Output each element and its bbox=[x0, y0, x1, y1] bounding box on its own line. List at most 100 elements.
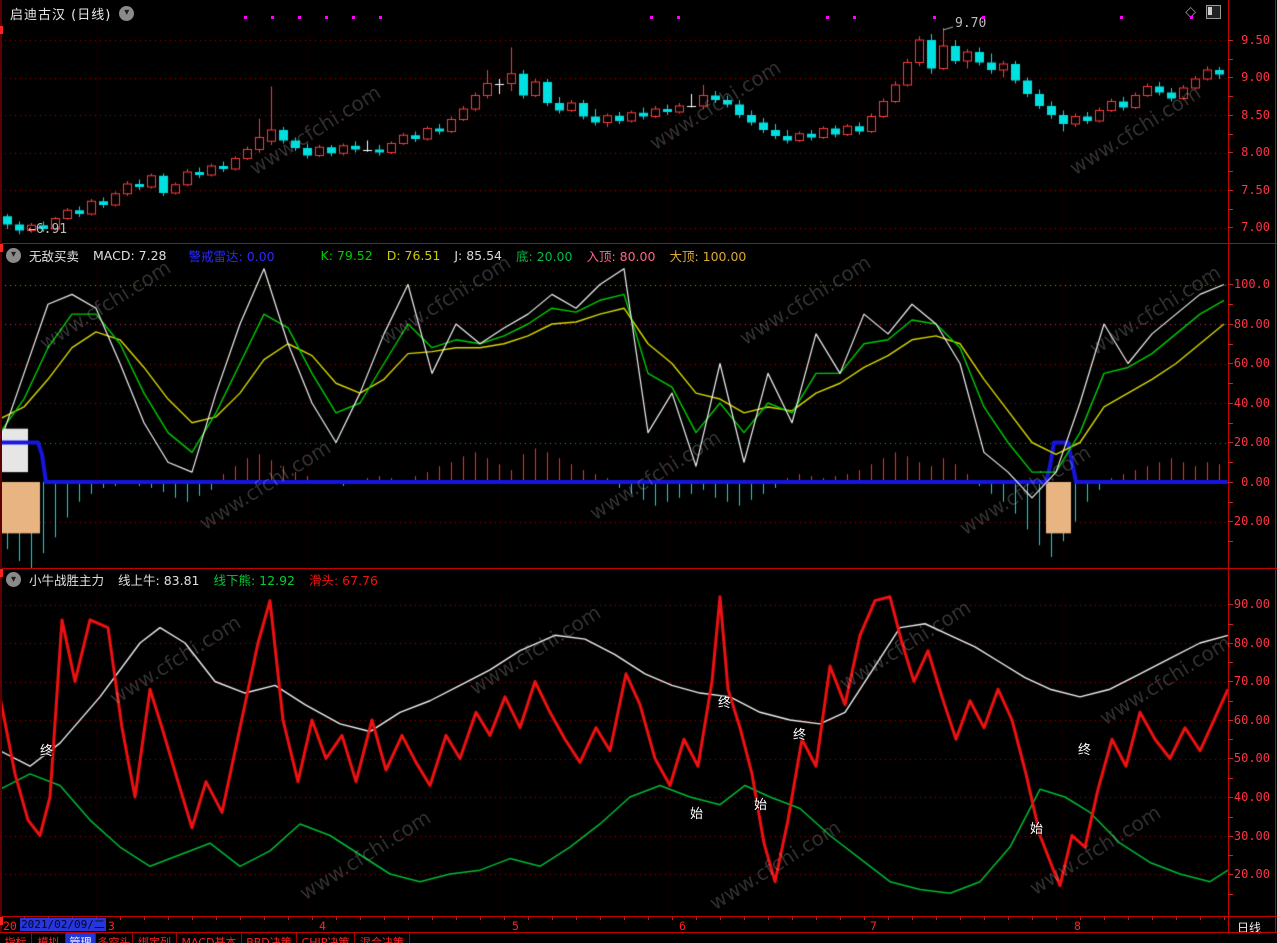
entry-top-level: 入顶: 80.00 bbox=[586, 248, 656, 264]
x-axis-month-label: 6 bbox=[679, 919, 686, 933]
tab-指标[interactable]: 指标 bbox=[0, 933, 32, 943]
axis-tick bbox=[1228, 541, 1233, 542]
signal-dot bbox=[352, 16, 355, 19]
y-axis-label: 9.00 bbox=[1241, 70, 1270, 84]
axis-tick bbox=[1228, 855, 1233, 856]
tab-CHIP决策[interactable]: CHIP决策 bbox=[297, 933, 355, 943]
panel-separator bbox=[0, 243, 1277, 244]
axis-tick bbox=[1228, 403, 1233, 404]
x-axis-month-label: 4 bbox=[319, 919, 326, 933]
right-edge-line bbox=[1275, 0, 1276, 932]
axis-tick bbox=[1228, 96, 1233, 97]
y-axis-label: 60.00 bbox=[1233, 356, 1270, 370]
y-axis-label: 7.00 bbox=[1241, 220, 1270, 234]
y-axis-label: 100.0 bbox=[1233, 277, 1270, 291]
axis-tick bbox=[1228, 423, 1233, 424]
axis-tick bbox=[1228, 482, 1233, 483]
y-axis-label: 8.00 bbox=[1241, 145, 1270, 159]
phase-label-end: 终 bbox=[718, 696, 732, 711]
signal-dot bbox=[650, 16, 653, 19]
axis-tick bbox=[1228, 502, 1233, 503]
signal-dot bbox=[1190, 16, 1193, 19]
bull-bear-chart[interactable] bbox=[0, 590, 1277, 916]
signal-dot bbox=[1120, 16, 1123, 19]
collapse-panel-icon[interactable]: ▾ bbox=[6, 247, 21, 263]
kdj-macd-chart[interactable] bbox=[0, 266, 1277, 568]
phase-label-end: 终 bbox=[793, 728, 807, 743]
axis-tick bbox=[1228, 778, 1233, 779]
d-value: D: 76.51 bbox=[386, 247, 441, 263]
signal-dot bbox=[325, 16, 328, 19]
indicator1-name: 无敌买卖 bbox=[29, 248, 80, 264]
axis-tick bbox=[1228, 40, 1233, 41]
axis-tick bbox=[1228, 134, 1233, 135]
axis-tick bbox=[1228, 758, 1233, 759]
tab-BBD决策[interactable]: BBD决策 bbox=[242, 933, 297, 943]
axis-tick bbox=[1228, 383, 1233, 384]
panel-corner-mark bbox=[0, 569, 3, 577]
split-window-icon[interactable] bbox=[1206, 5, 1221, 19]
signal-dot bbox=[677, 16, 680, 19]
phase-label-start: 始 bbox=[754, 798, 768, 813]
y-axis-label: 70.00 bbox=[1233, 674, 1270, 688]
diamond-icon[interactable]: ◇ bbox=[1185, 4, 1196, 20]
x-axis-year-remnant: 20 bbox=[3, 919, 17, 933]
tab-模拟[interactable]: 模拟 bbox=[32, 933, 66, 943]
axis-tick bbox=[1228, 304, 1233, 305]
axis-tick bbox=[1228, 190, 1233, 191]
phase-label-start: 始 bbox=[690, 807, 704, 822]
tab-MACD基本[interactable]: MACD基本 bbox=[177, 933, 242, 943]
chevron-down-icon[interactable]: ▾ bbox=[119, 5, 135, 21]
low-price-annotation: ←6.91 bbox=[28, 222, 68, 237]
axis-tick bbox=[1228, 442, 1233, 443]
k-value: K: 79.52 bbox=[320, 247, 373, 263]
axis-tick bbox=[1228, 701, 1233, 702]
axis-tick bbox=[1228, 152, 1233, 153]
axis-tick bbox=[1228, 59, 1233, 60]
big-top-level: 大顶: 100.00 bbox=[669, 248, 747, 264]
axis-tick bbox=[1228, 171, 1233, 172]
signal-dot bbox=[826, 16, 829, 19]
y-axis-label: 40.00 bbox=[1233, 790, 1270, 804]
y-axis-label: 0.00 bbox=[1241, 475, 1270, 489]
radar-value: 警戒雷达: 0.00 bbox=[188, 248, 275, 264]
slick-value: 滑头: 67.76 bbox=[308, 573, 378, 588]
signal-dot bbox=[244, 16, 247, 19]
axis-tick bbox=[1228, 643, 1233, 644]
axis-tick bbox=[1228, 720, 1233, 721]
y-axis-label: 20.00 bbox=[1233, 435, 1270, 449]
axis-border-line bbox=[1228, 0, 1229, 932]
y-axis-label: 90.00 bbox=[1233, 597, 1270, 611]
stock-title: 启迪古汉 (日线) bbox=[10, 7, 112, 23]
axis-tick bbox=[1228, 662, 1233, 663]
current-date-cell[interactable]: 2021/02/09/二 bbox=[20, 918, 106, 931]
axis-tick bbox=[1228, 363, 1233, 364]
x-axis-month-label: 7 bbox=[870, 919, 877, 933]
axis-tick bbox=[1228, 894, 1233, 895]
period-label: 日线 bbox=[1237, 921, 1262, 935]
collapse-panel-icon[interactable]: ▾ bbox=[6, 572, 21, 587]
indicator2-header: ▾ 小牛战胜主力 线上牛: 83.81 线下熊: 12.92 滑头: 67.76 bbox=[0, 569, 1228, 590]
y-axis-label: 20.00 bbox=[1233, 867, 1270, 881]
y-axis-label: 8.50 bbox=[1241, 108, 1270, 122]
tab-多空头[interactable]: 多空头 bbox=[96, 933, 133, 943]
x-axis-month-label: 3 bbox=[108, 919, 115, 933]
signal-dot bbox=[982, 16, 985, 19]
tab-混合决策[interactable]: 混合决策 bbox=[355, 933, 410, 943]
axis-tick bbox=[1228, 462, 1233, 463]
axis-tick bbox=[1228, 227, 1233, 228]
panel-corner-mark bbox=[0, 26, 3, 34]
y-axis-label: 80.00 bbox=[1233, 636, 1270, 650]
panel-corner-mark bbox=[0, 917, 3, 925]
candlestick-chart[interactable] bbox=[0, 26, 1277, 243]
y-axis-label: 30.00 bbox=[1233, 829, 1270, 843]
tab-绑定列[interactable]: 绑定列 bbox=[133, 933, 177, 943]
y-axis-label: 60.00 bbox=[1233, 713, 1270, 727]
axis-tick bbox=[1228, 836, 1233, 837]
y-axis-label: 80.00 bbox=[1233, 317, 1270, 331]
panel-separator bbox=[0, 568, 1277, 569]
tab-管理[interactable]: 管理 bbox=[66, 933, 96, 943]
axis-tick bbox=[1228, 797, 1233, 798]
indicator-tab-bar: 指标 模拟 管理 多空头 绑定列 MACD基本 BBD决策 CHIP决策 混合决策 bbox=[0, 932, 1277, 943]
